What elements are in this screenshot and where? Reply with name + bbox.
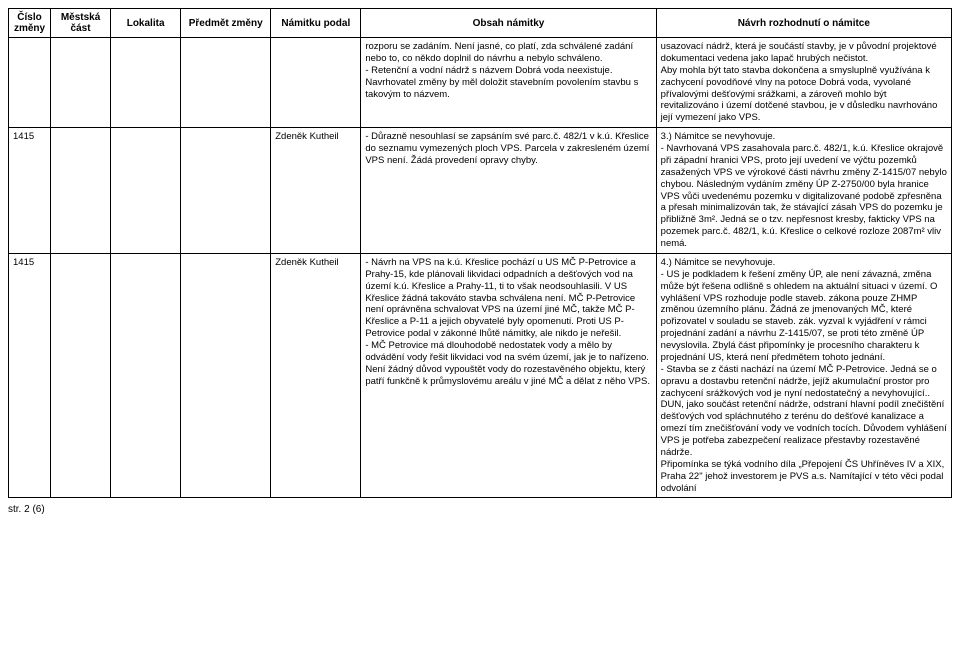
cell-cislo <box>9 38 51 128</box>
header-namitku: Námitku podal <box>271 9 361 38</box>
header-cislo: Číslo změny <box>9 9 51 38</box>
table-header-row: Číslo změny Městská část Lokalita Předmě… <box>9 9 952 38</box>
cell-namitku: Zdeněk Kutheil <box>271 253 361 498</box>
header-predmet: Předmět změny <box>181 9 271 38</box>
cell-navrh: usazovací nádrž, která je součástí stavb… <box>656 38 951 128</box>
cell-cislo: 1415 <box>9 128 51 254</box>
cell-predmet <box>181 253 271 498</box>
cell-mestska <box>51 253 111 498</box>
cell-obsah: - Návrh na VPS na k.ú. Křeslice pochází … <box>361 253 656 498</box>
header-obsah: Obsah námitky <box>361 9 656 38</box>
header-mestska: Městská část <box>51 9 111 38</box>
cell-obsah: - Důrazně nesouhlasí se zapsáním své par… <box>361 128 656 254</box>
cell-navrh: 3.) Námitce se nevyhovuje.- Navrhovaná V… <box>656 128 951 254</box>
header-navrh: Návrh rozhodnutí o námitce <box>656 9 951 38</box>
cell-predmet <box>181 38 271 128</box>
header-lokalita: Lokalita <box>111 9 181 38</box>
page-footer: str. 2 (6) <box>8 504 952 515</box>
cell-namitku <box>271 38 361 128</box>
cell-mestska <box>51 128 111 254</box>
data-table: Číslo změny Městská část Lokalita Předmě… <box>8 8 952 498</box>
cell-lokalita <box>111 253 181 498</box>
cell-mestska <box>51 38 111 128</box>
cell-predmet <box>181 128 271 254</box>
cell-lokalita <box>111 38 181 128</box>
table-row: 1415 Zdeněk Kutheil - Důrazně nesouhlasí… <box>9 128 952 254</box>
cell-navrh: 4.) Námitce se nevyhovuje.- US je podkla… <box>656 253 951 498</box>
table-row: 1415 Zdeněk Kutheil - Návrh na VPS na k.… <box>9 253 952 498</box>
table-body: rozporu se zadáním. Není jasné, co platí… <box>9 38 952 498</box>
cell-obsah: rozporu se zadáním. Není jasné, co platí… <box>361 38 656 128</box>
cell-cislo: 1415 <box>9 253 51 498</box>
table-row: rozporu se zadáním. Není jasné, co platí… <box>9 38 952 128</box>
cell-lokalita <box>111 128 181 254</box>
cell-namitku: Zdeněk Kutheil <box>271 128 361 254</box>
